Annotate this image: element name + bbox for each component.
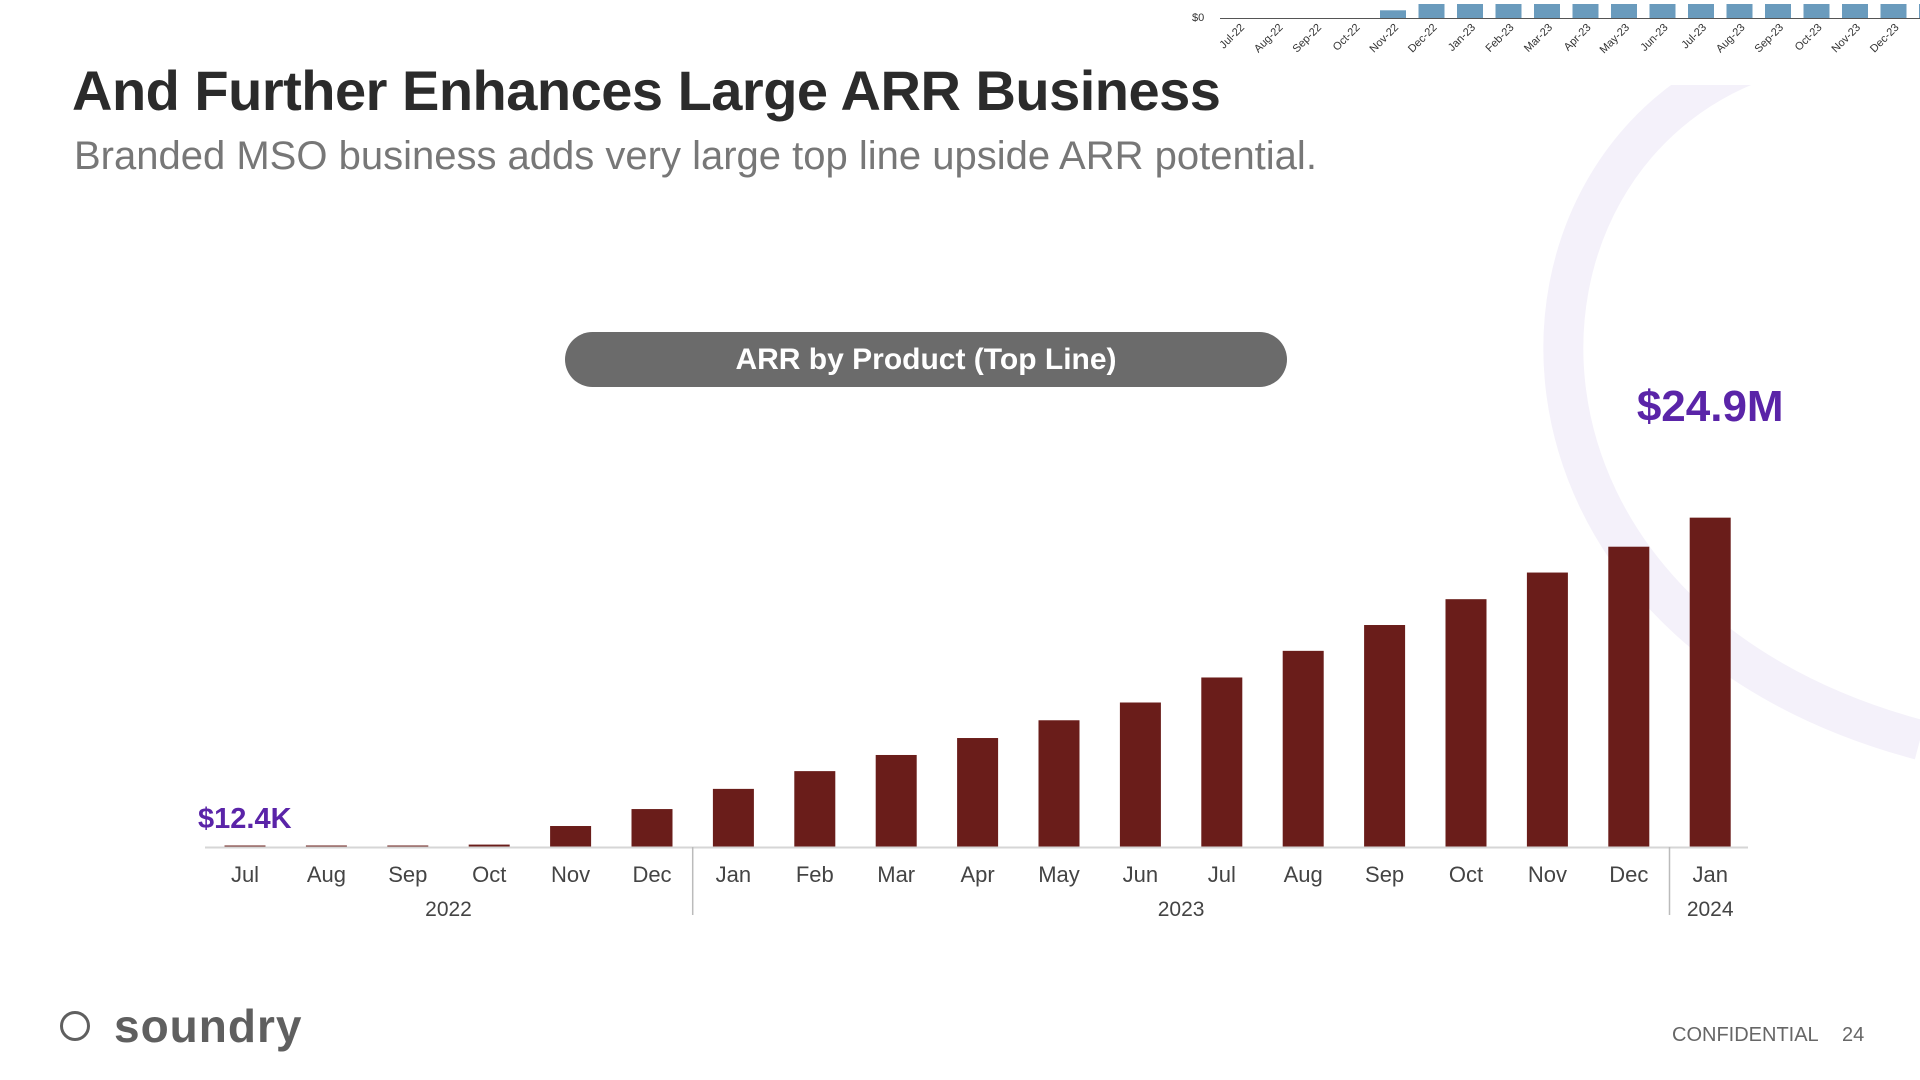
mini-bar [1611, 4, 1637, 18]
year-label: 2024 [1687, 898, 1734, 921]
page-subtitle: Branded MSO business adds very large top… [74, 134, 1317, 178]
bar-13 [1201, 677, 1243, 847]
x-tick-label: Jul [1208, 862, 1236, 887]
x-tick-label: Sep [388, 862, 427, 887]
x-tick-label: Sep [1365, 862, 1404, 887]
x-tick-label: Nov [551, 862, 590, 887]
x-tick-label: Nov [1528, 862, 1567, 887]
bar-2 [305, 845, 347, 847]
bar-10 [957, 738, 999, 847]
page-number: 24 [1842, 1024, 1865, 1046]
mini-bar [1726, 4, 1753, 18]
bar-16 [1445, 599, 1487, 847]
x-tick-label: Aug [1284, 862, 1323, 887]
mini-bar [1842, 4, 1868, 18]
mini-bar [1572, 4, 1599, 18]
mini-chart-y-tick-zero: $0 [1192, 12, 1205, 24]
bar-17 [1526, 572, 1568, 847]
bar-7 [712, 788, 754, 847]
bar-6 [631, 809, 673, 847]
bar-4 [468, 844, 510, 847]
x-tick-label: Jan [716, 862, 751, 887]
cropped-mini-chart: Jul-22 Aug-22 Sep-22 Oct-22 Nov-22 Dec-22 Jan-… [1180, 0, 1920, 85]
bar-15 [1364, 625, 1406, 847]
confidential-label: CONFIDENTIAL [1672, 1024, 1819, 1046]
x-tick-label: Jun [1123, 862, 1158, 887]
bar-8 [794, 771, 836, 847]
mini-bar [1457, 4, 1483, 18]
mini-bar [1534, 4, 1560, 18]
bar-14 [1282, 650, 1324, 847]
mini-bar [1688, 4, 1714, 18]
bar-18 [1608, 546, 1650, 847]
year-label: 2022 [425, 898, 472, 921]
x-tick-label: Oct [1449, 862, 1483, 887]
x-tick-label: Aug [307, 862, 346, 887]
bar-19 [1689, 517, 1731, 847]
x-tick-label: May [1038, 862, 1080, 887]
x-tick-label: Dec [632, 862, 671, 887]
bar-11 [1038, 720, 1080, 847]
mini-bar [1803, 4, 1830, 18]
x-tick-label: Mar [877, 862, 915, 887]
bar-5 [550, 826, 592, 847]
mini-bar [1649, 4, 1676, 18]
year-label: 2023 [1158, 898, 1205, 921]
bar-9 [875, 754, 917, 847]
x-tick-label: Apr [960, 862, 994, 887]
callout-first-value: $12.4K [198, 803, 292, 835]
mini-bar [1380, 10, 1406, 18]
bar-3 [387, 845, 429, 847]
mini-bar [1880, 4, 1907, 18]
mini-bar [1495, 4, 1522, 18]
chart-title-pill: ARR by Product (Top Line) [565, 332, 1287, 387]
bar-1 [224, 845, 266, 847]
x-tick-label: Jan [1692, 862, 1727, 887]
page-title: And Further Enhances Large ARR Business [72, 59, 1221, 122]
logo-wordmark: soundry [114, 1000, 303, 1052]
circle-outline-icon [60, 1011, 90, 1041]
x-tick-label: Dec [1609, 862, 1648, 887]
mini-bar [1418, 4, 1445, 18]
x-tick-label: Feb [796, 862, 834, 887]
mini-chart-svg: Jul-22 Aug-22 Sep-22 Oct-22 Nov-22 Dec-22 Jan-… [1217, 4, 1920, 56]
mini-bar [1765, 4, 1791, 18]
bar-12 [1119, 702, 1161, 847]
x-tick-label: Oct [472, 862, 506, 887]
x-tick-label: Jul [231, 862, 259, 887]
soundry-logo: soundry [60, 996, 302, 1056]
callout-last-value: $24.9M [1637, 382, 1784, 431]
